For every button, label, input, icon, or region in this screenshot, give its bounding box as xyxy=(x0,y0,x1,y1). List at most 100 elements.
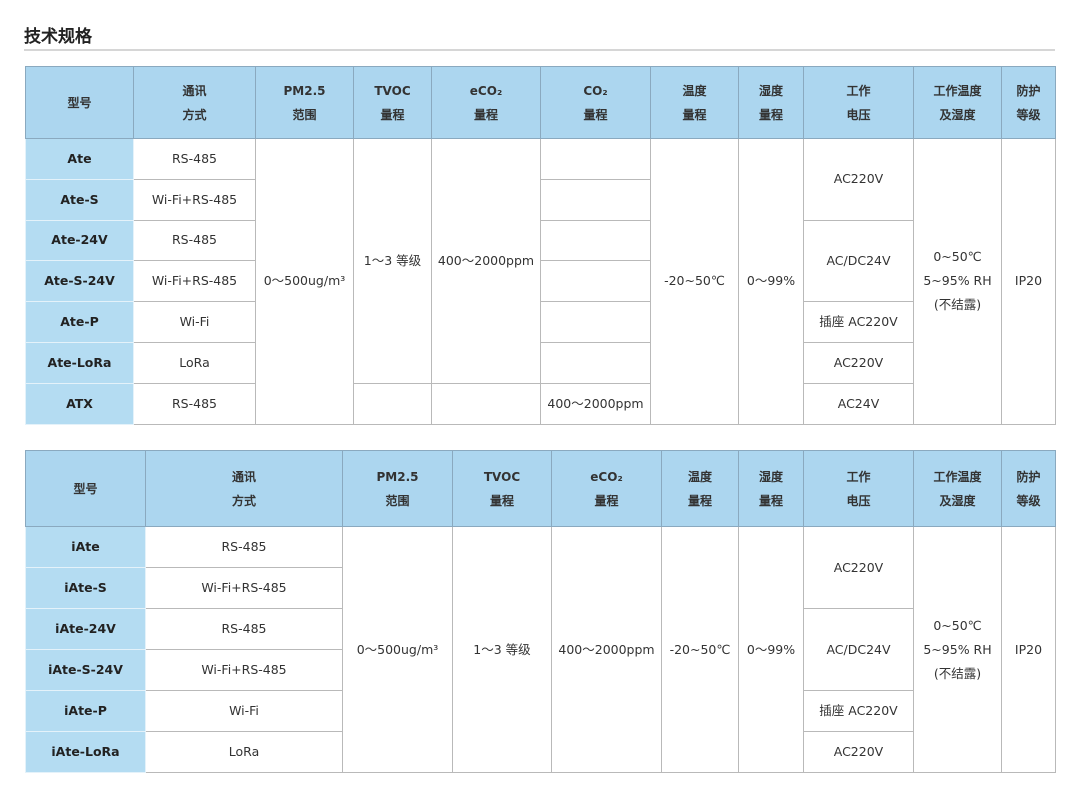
humidity-range: 0～99% xyxy=(738,138,804,425)
column-header: PM2.5 范围 xyxy=(255,66,354,139)
cell-line: PM2.5 xyxy=(283,83,326,98)
cell-line: 工作温度 xyxy=(933,83,982,98)
model-name: Ate-P xyxy=(25,301,134,343)
protection-level: IP20 xyxy=(1001,526,1056,773)
cell-line: 防护 xyxy=(1016,83,1041,98)
model-name: Ate-24V xyxy=(25,219,134,262)
co2-range: 400～2000ppm xyxy=(540,382,651,425)
cell-line: 防护 xyxy=(1016,469,1041,484)
column-header: 通讯 方式 xyxy=(133,66,256,139)
model-name: iAte-24V xyxy=(25,608,146,650)
spec-table-iate: 型号 通讯 方式 PM2.5 范围 TVOC 量程 eCO₂ 量程 温度 量程 湿度 量程 工作 电压 工作温… xyxy=(25,450,1056,773)
cell-line: 0~50℃ xyxy=(933,617,982,633)
table-row: iAte RS-485 0～500ug/m³ 1～3 等级 400～2000ppm -20… xyxy=(25,526,1056,773)
cell-line: 通讯 xyxy=(231,469,256,484)
cell-line: 量程 xyxy=(758,107,783,122)
co2-range xyxy=(540,178,651,221)
co2-range xyxy=(540,301,651,343)
cell-line: TVOC xyxy=(483,469,521,484)
voltage: 插座 AC220V xyxy=(803,301,914,343)
cell-line: 型号 xyxy=(73,481,98,496)
tvoc-range: 1～3 等级 xyxy=(452,526,552,773)
cell-line: 量程 xyxy=(687,493,712,508)
comm-method: Wi-Fi+RS-485 xyxy=(145,567,343,609)
cell-line: TVOC xyxy=(374,83,411,98)
co2-range xyxy=(540,260,651,303)
cell-line: 范围 xyxy=(292,107,317,122)
model-name: iAte-S-24V xyxy=(25,649,146,691)
title-divider xyxy=(24,49,1055,51)
column-header: 工作温度 及湿度 xyxy=(913,450,1002,527)
cell-line: 及湿度 xyxy=(939,493,976,508)
comm-method: LoRa xyxy=(145,731,343,773)
cell-line: 电压 xyxy=(846,107,871,122)
working-conditions: 0~50℃ 5~95% RH (不结露) xyxy=(913,526,1002,773)
cell-line: 湿度 xyxy=(758,469,783,484)
eco2-range: 400～2000ppm xyxy=(431,138,541,384)
comm-method: RS-485 xyxy=(145,526,343,568)
voltage: AC/DC24V xyxy=(803,219,914,303)
comm-method: Wi-Fi+RS-485 xyxy=(133,260,256,303)
cell-line: 量程 xyxy=(380,107,405,122)
table-row: Ate-S Wi-Fi+RS-485 xyxy=(25,178,1056,221)
table-row: iAte-24V RS-485 AC/DC24V xyxy=(25,608,1056,691)
comm-method: Wi-Fi xyxy=(133,301,256,343)
comm-method: RS-485 xyxy=(133,219,256,262)
comm-method: RS-485 xyxy=(145,608,343,650)
cell-line: 电压 xyxy=(846,493,871,508)
column-header: 工作温度 及湿度 xyxy=(913,66,1002,139)
cell-line: eCO₂ xyxy=(469,83,503,98)
comm-method: LoRa xyxy=(133,341,256,384)
co2-range xyxy=(540,341,651,384)
cell-line: 量程 xyxy=(594,493,619,508)
cell-line: 型号 xyxy=(67,95,92,110)
model-name: Ate-S-24V xyxy=(25,260,134,303)
comm-method: Wi-Fi xyxy=(145,690,343,732)
cell-line: 温度 xyxy=(687,469,712,484)
pm25-range: 0～500ug/m³ xyxy=(342,526,453,773)
pm25-range: 0～500ug/m³ xyxy=(255,138,354,425)
cell-line: 量程 xyxy=(758,493,783,508)
working-conditions: 0~50℃ 5~95% RH (不结露) xyxy=(913,138,1002,425)
column-header: 温度 量程 xyxy=(661,450,739,527)
cell-line: CO₂ xyxy=(583,83,608,98)
temp-range: -20~50℃ xyxy=(661,526,739,773)
table-row: Ate-P Wi-Fi 插座 AC220V xyxy=(25,301,1056,343)
cell-line: PM2.5 xyxy=(376,469,419,484)
column-header: PM2.5 范围 xyxy=(342,450,453,527)
tvoc-range: 1～3 等级 xyxy=(353,138,432,384)
voltage: AC220V xyxy=(803,341,914,384)
column-header: 工作 电压 xyxy=(803,450,914,527)
cell-line: 等级 xyxy=(1016,493,1041,508)
cell-line: 量程 xyxy=(682,107,707,122)
column-header: eCO₂ 量程 xyxy=(551,450,662,527)
column-header: 工作 电压 xyxy=(803,66,914,139)
cell-line: 湿度 xyxy=(758,83,783,98)
table-row: Ate-LoRa LoRa AC220V xyxy=(25,341,1056,384)
column-header: 湿度 量程 xyxy=(738,450,804,527)
cell-line: 5~95% RH xyxy=(923,273,992,289)
comm-method: Wi-Fi+RS-485 xyxy=(145,649,343,691)
column-header: 温度 量程 xyxy=(650,66,739,139)
section-title: 技术规格 xyxy=(24,27,92,47)
voltage: AC24V xyxy=(803,382,914,425)
column-header: eCO₂ 量程 xyxy=(431,66,541,139)
model-name: ATX xyxy=(25,382,134,425)
cell-line: (不结露) xyxy=(933,297,982,313)
temp-range: -20~50℃ xyxy=(650,138,739,425)
cell-line: 通讯 xyxy=(182,83,207,98)
table-row: Ate-24V RS-485 AC/DC24V xyxy=(25,219,1056,303)
table-row: iAte-LoRa LoRa AC220V xyxy=(25,731,1056,773)
table-row: iAte-S Wi-Fi+RS-485 xyxy=(25,567,1056,609)
table-row: Ate-S-24V Wi-Fi+RS-485 xyxy=(25,260,1056,303)
cell-line: 等级 xyxy=(1016,107,1041,122)
column-header: 防护 等级 xyxy=(1001,66,1056,139)
hum-range: 0～99% xyxy=(738,526,804,773)
cell-line: 温度 xyxy=(682,83,707,98)
cell-line: 工作 xyxy=(846,469,871,484)
cell-line: 方式 xyxy=(182,107,207,122)
cell-line: 量程 xyxy=(473,107,498,122)
comm-method: RS-485 xyxy=(133,382,256,425)
co2-range xyxy=(540,138,651,180)
table-row: Ate RS-485 0～500ug/m³ 1～3 等级 400～2000ppm -20~… xyxy=(25,138,1056,425)
